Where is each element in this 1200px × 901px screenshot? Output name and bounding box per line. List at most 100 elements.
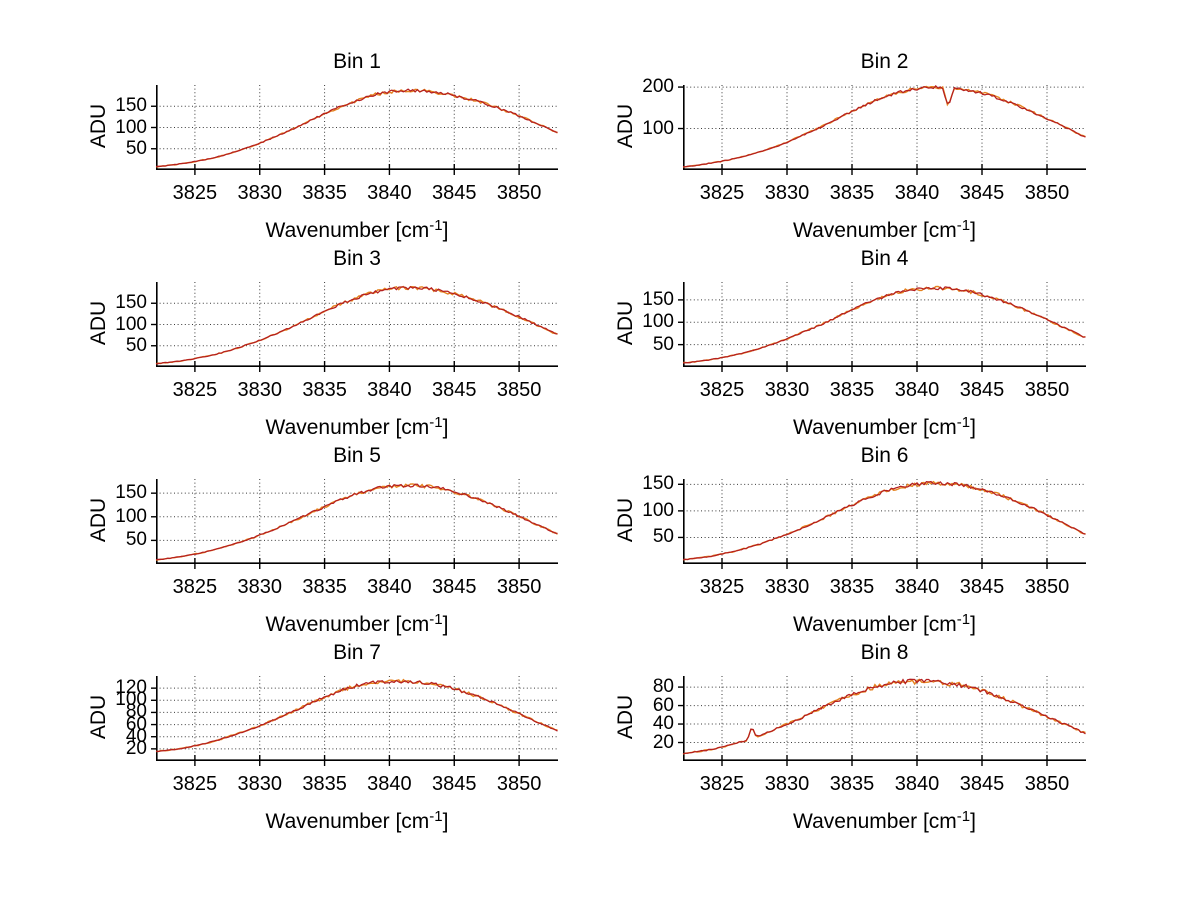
x-tick-label: 3850	[496, 379, 542, 401]
x-axis-label-superscript: -1	[429, 414, 443, 431]
x-tick-label: 3835	[829, 379, 875, 401]
x-tick-label: 3835	[829, 773, 875, 795]
y-axis-label: ADU	[614, 300, 637, 345]
y-tick-label: 50	[125, 529, 147, 551]
x-tick-label: 3845	[432, 379, 477, 401]
subplot-bin-2: Bin 2 3825 3830 3835 3840 3845 3850 100 200 ADU Wa…	[614, 50, 1086, 242]
x-axis-label-main: Wavenumber [cm	[265, 613, 430, 636]
x-axis-label-superscript: -1	[429, 808, 443, 825]
y-tick-label: 100	[642, 311, 674, 333]
spectrum-line	[155, 483, 558, 561]
x-axis-label-main: Wavenumber [cm	[265, 810, 430, 833]
x-axis-label-main: Wavenumber [cm	[265, 219, 430, 242]
x-axis-label: Wavenumber [cm-1]	[266, 808, 449, 834]
x-tick-label: 3830	[237, 182, 282, 204]
spectrum-line	[155, 88, 558, 168]
plot-title: Bin 1	[333, 50, 381, 73]
x-axis-label-superscript: -1	[956, 414, 971, 431]
x-axis-label-superscript: -1	[956, 808, 971, 825]
x-tick-label: 3830	[237, 576, 282, 598]
y-tick-label: 150	[642, 288, 674, 310]
y-tick-label: 100	[115, 689, 147, 711]
spectrum-line-under	[155, 88, 558, 168]
y-tick-label: 100	[642, 499, 674, 521]
x-axis-label-close: ]	[442, 810, 449, 833]
x-axis-label-main: Wavenumber [cm	[793, 613, 957, 636]
y-axis-label: ADU	[87, 497, 110, 542]
x-tick-label: 3845	[959, 576, 1005, 598]
y-tick-label: 50	[652, 333, 674, 355]
y-tick-label: 100	[115, 313, 147, 335]
x-axis-label-main: Wavenumber [cm	[793, 416, 957, 439]
x-tick-label: 3830	[764, 182, 810, 204]
x-axis-label-superscript: -1	[429, 611, 443, 628]
x-axis-label: Wavenumber [cm-1]	[793, 217, 976, 243]
x-tick-label: 3825	[699, 576, 745, 598]
y-tick-label: 150	[115, 95, 147, 117]
plot-title: Bin 2	[860, 50, 909, 73]
y-tick-label: 40	[125, 725, 147, 747]
y-tick-label: 150	[115, 292, 147, 314]
plot-area	[151, 479, 558, 569]
spectrum-line	[155, 679, 558, 753]
y-tick-label: 150	[642, 473, 674, 495]
x-axis-label-close: ]	[442, 416, 449, 439]
y-tick-label: 200	[642, 76, 674, 98]
spectrum-line	[682, 678, 1086, 755]
plot-area	[678, 85, 1086, 175]
spectrum-line	[683, 85, 1086, 168]
x-axis-label: Wavenumber [cm-1]	[793, 808, 976, 834]
spectrum-line-under	[682, 480, 1086, 561]
x-tick-label: 3835	[302, 182, 347, 204]
x-axis-label-main: Wavenumber [cm	[793, 219, 957, 242]
plot-area	[151, 85, 558, 175]
spectrum-line	[682, 286, 1086, 364]
x-tick-label: 3850	[496, 182, 542, 204]
plot-title: Bin 8	[860, 641, 909, 664]
y-axis-label: ADU	[87, 300, 110, 345]
y-tick-label: 100	[642, 117, 674, 139]
plot-title: Bin 7	[333, 641, 381, 664]
y-axis-label: ADU	[614, 103, 637, 148]
x-tick-label: 3840	[894, 379, 940, 401]
x-tick-label: 3850	[496, 576, 542, 598]
x-tick-label: 3835	[302, 379, 347, 401]
x-axis-label-close: ]	[970, 219, 976, 242]
x-tick-label: 3845	[432, 773, 477, 795]
x-axis-label-main: Wavenumber [cm	[793, 810, 957, 833]
y-tick-label: 20	[652, 731, 674, 753]
x-tick-label: 3835	[302, 576, 347, 598]
x-tick-label: 3835	[829, 576, 875, 598]
y-tick-label: 150	[115, 482, 147, 504]
subplot-bin-7: Bin 7 3825 3830 3835 3840 3845 3850 20 40 60 80 100…	[87, 641, 558, 833]
x-tick-label: 3840	[367, 576, 412, 598]
x-tick-label: 3845	[959, 379, 1005, 401]
x-tick-label: 3845	[959, 182, 1005, 204]
x-tick-label: 3830	[237, 773, 282, 795]
x-tick-label: 3850	[1024, 379, 1070, 401]
x-tick-label: 3845	[432, 576, 477, 598]
y-tick-label: 50	[125, 334, 147, 356]
y-axis-label: ADU	[87, 103, 110, 148]
x-tick-label: 3840	[894, 182, 940, 204]
x-axis-label-close: ]	[970, 810, 976, 833]
spectrum-line	[155, 285, 558, 365]
x-axis-label-close: ]	[442, 613, 449, 636]
x-tick-label: 3840	[894, 773, 940, 795]
y-tick-label: 60	[652, 694, 674, 716]
y-tick-label: 80	[652, 676, 674, 698]
plot-title: Bin 5	[333, 444, 381, 467]
plot-area	[151, 676, 558, 766]
subplot-bin-3: Bin 3 3825 3830 3835 3840 3845 3850 50 100 150 ADU…	[87, 247, 558, 439]
x-axis-label: Wavenumber [cm-1]	[793, 611, 976, 637]
x-tick-label: 3835	[829, 182, 875, 204]
x-tick-label: 3840	[894, 576, 940, 598]
plot-title: Bin 3	[333, 247, 381, 270]
x-tick-label: 3845	[959, 773, 1005, 795]
x-axis-label-main: Wavenumber [cm	[265, 416, 430, 439]
x-tick-label: 3825	[172, 379, 218, 401]
y-axis-label: ADU	[614, 694, 637, 739]
y-tick-label: 40	[652, 713, 674, 735]
x-tick-label: 3840	[367, 379, 412, 401]
